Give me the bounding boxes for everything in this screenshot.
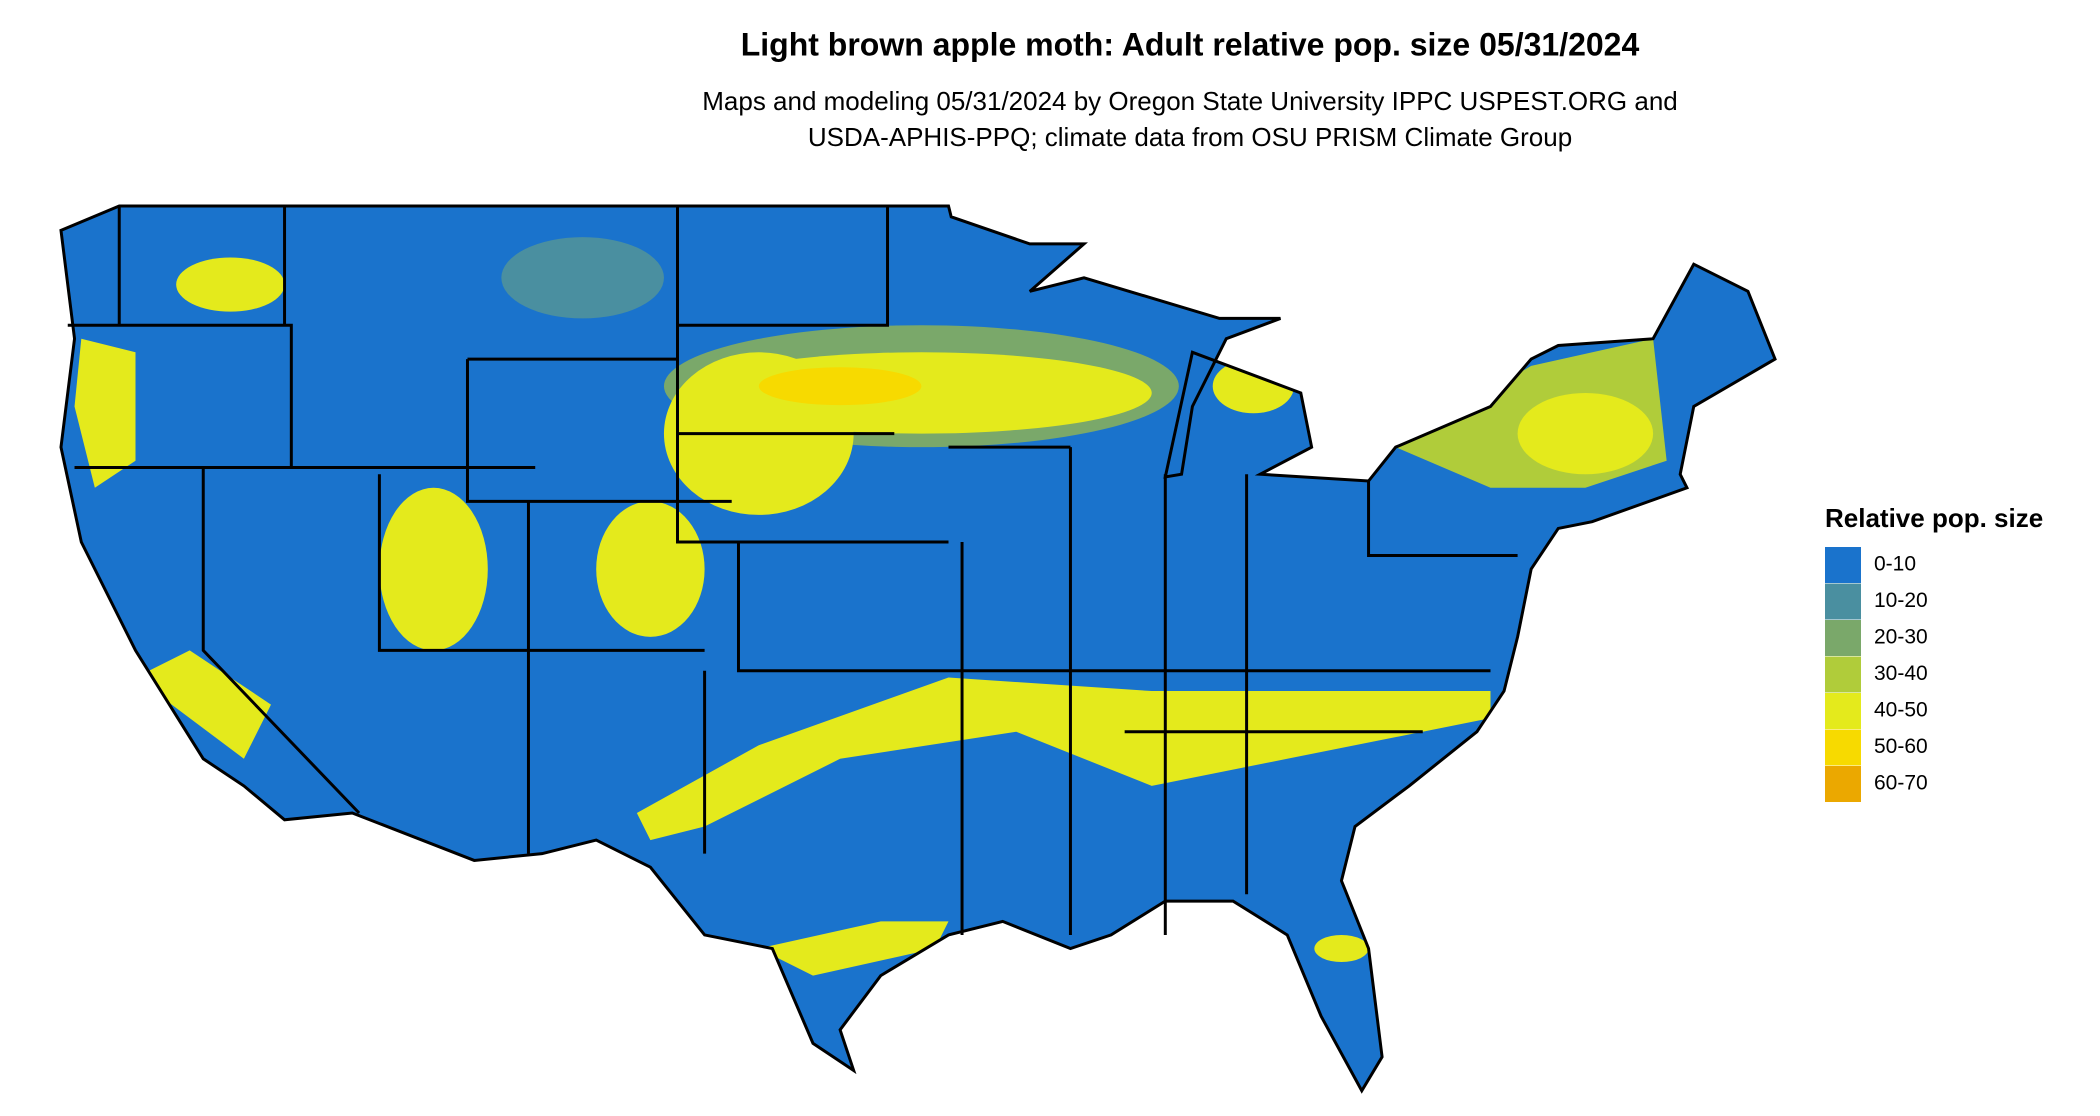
legend-swatch — [1825, 729, 1861, 766]
state-borders — [67, 205, 1518, 935]
area — [379, 487, 488, 651]
area — [1314, 934, 1369, 963]
area — [135, 650, 271, 759]
area — [758, 921, 949, 976]
area — [758, 367, 922, 406]
legend-label: 0-10 — [1874, 553, 1916, 576]
area — [176, 257, 285, 312]
legend-label: 30-40 — [1874, 662, 1928, 685]
area — [74, 338, 136, 488]
map-title: Light brown apple moth: Adult relative p… — [741, 26, 1640, 62]
population-areas — [74, 237, 1667, 976]
map-subtitle: Maps and modeling 05/31/2024 by Oregon S… — [702, 86, 1678, 116]
area — [1517, 392, 1654, 475]
legend-swatch — [1825, 620, 1861, 656]
legend-label: 40-50 — [1874, 699, 1928, 722]
area — [596, 501, 705, 637]
legend-label: 10-20 — [1874, 589, 1928, 612]
legend-swatch — [1825, 656, 1861, 693]
legend-label: 60-70 — [1874, 772, 1928, 795]
area — [501, 237, 664, 319]
legend-label: 50-60 — [1874, 735, 1928, 758]
legend-swatch — [1825, 583, 1861, 620]
legend-swatch — [1825, 693, 1861, 729]
legend-title: Relative pop. size — [1825, 503, 2043, 533]
area — [636, 677, 1491, 841]
legend-label: 20-30 — [1874, 626, 1928, 649]
legend: 0-10 10-20 20-30 30-40 40-50 50-60 60-70 — [1825, 547, 1928, 802]
us-map — [59, 204, 1777, 1093]
legend-swatch — [1825, 766, 1861, 802]
map-subtitle: USDA-APHIS-PPQ; climate data from OSU PR… — [808, 122, 1572, 152]
legend-swatch — [1825, 547, 1861, 583]
